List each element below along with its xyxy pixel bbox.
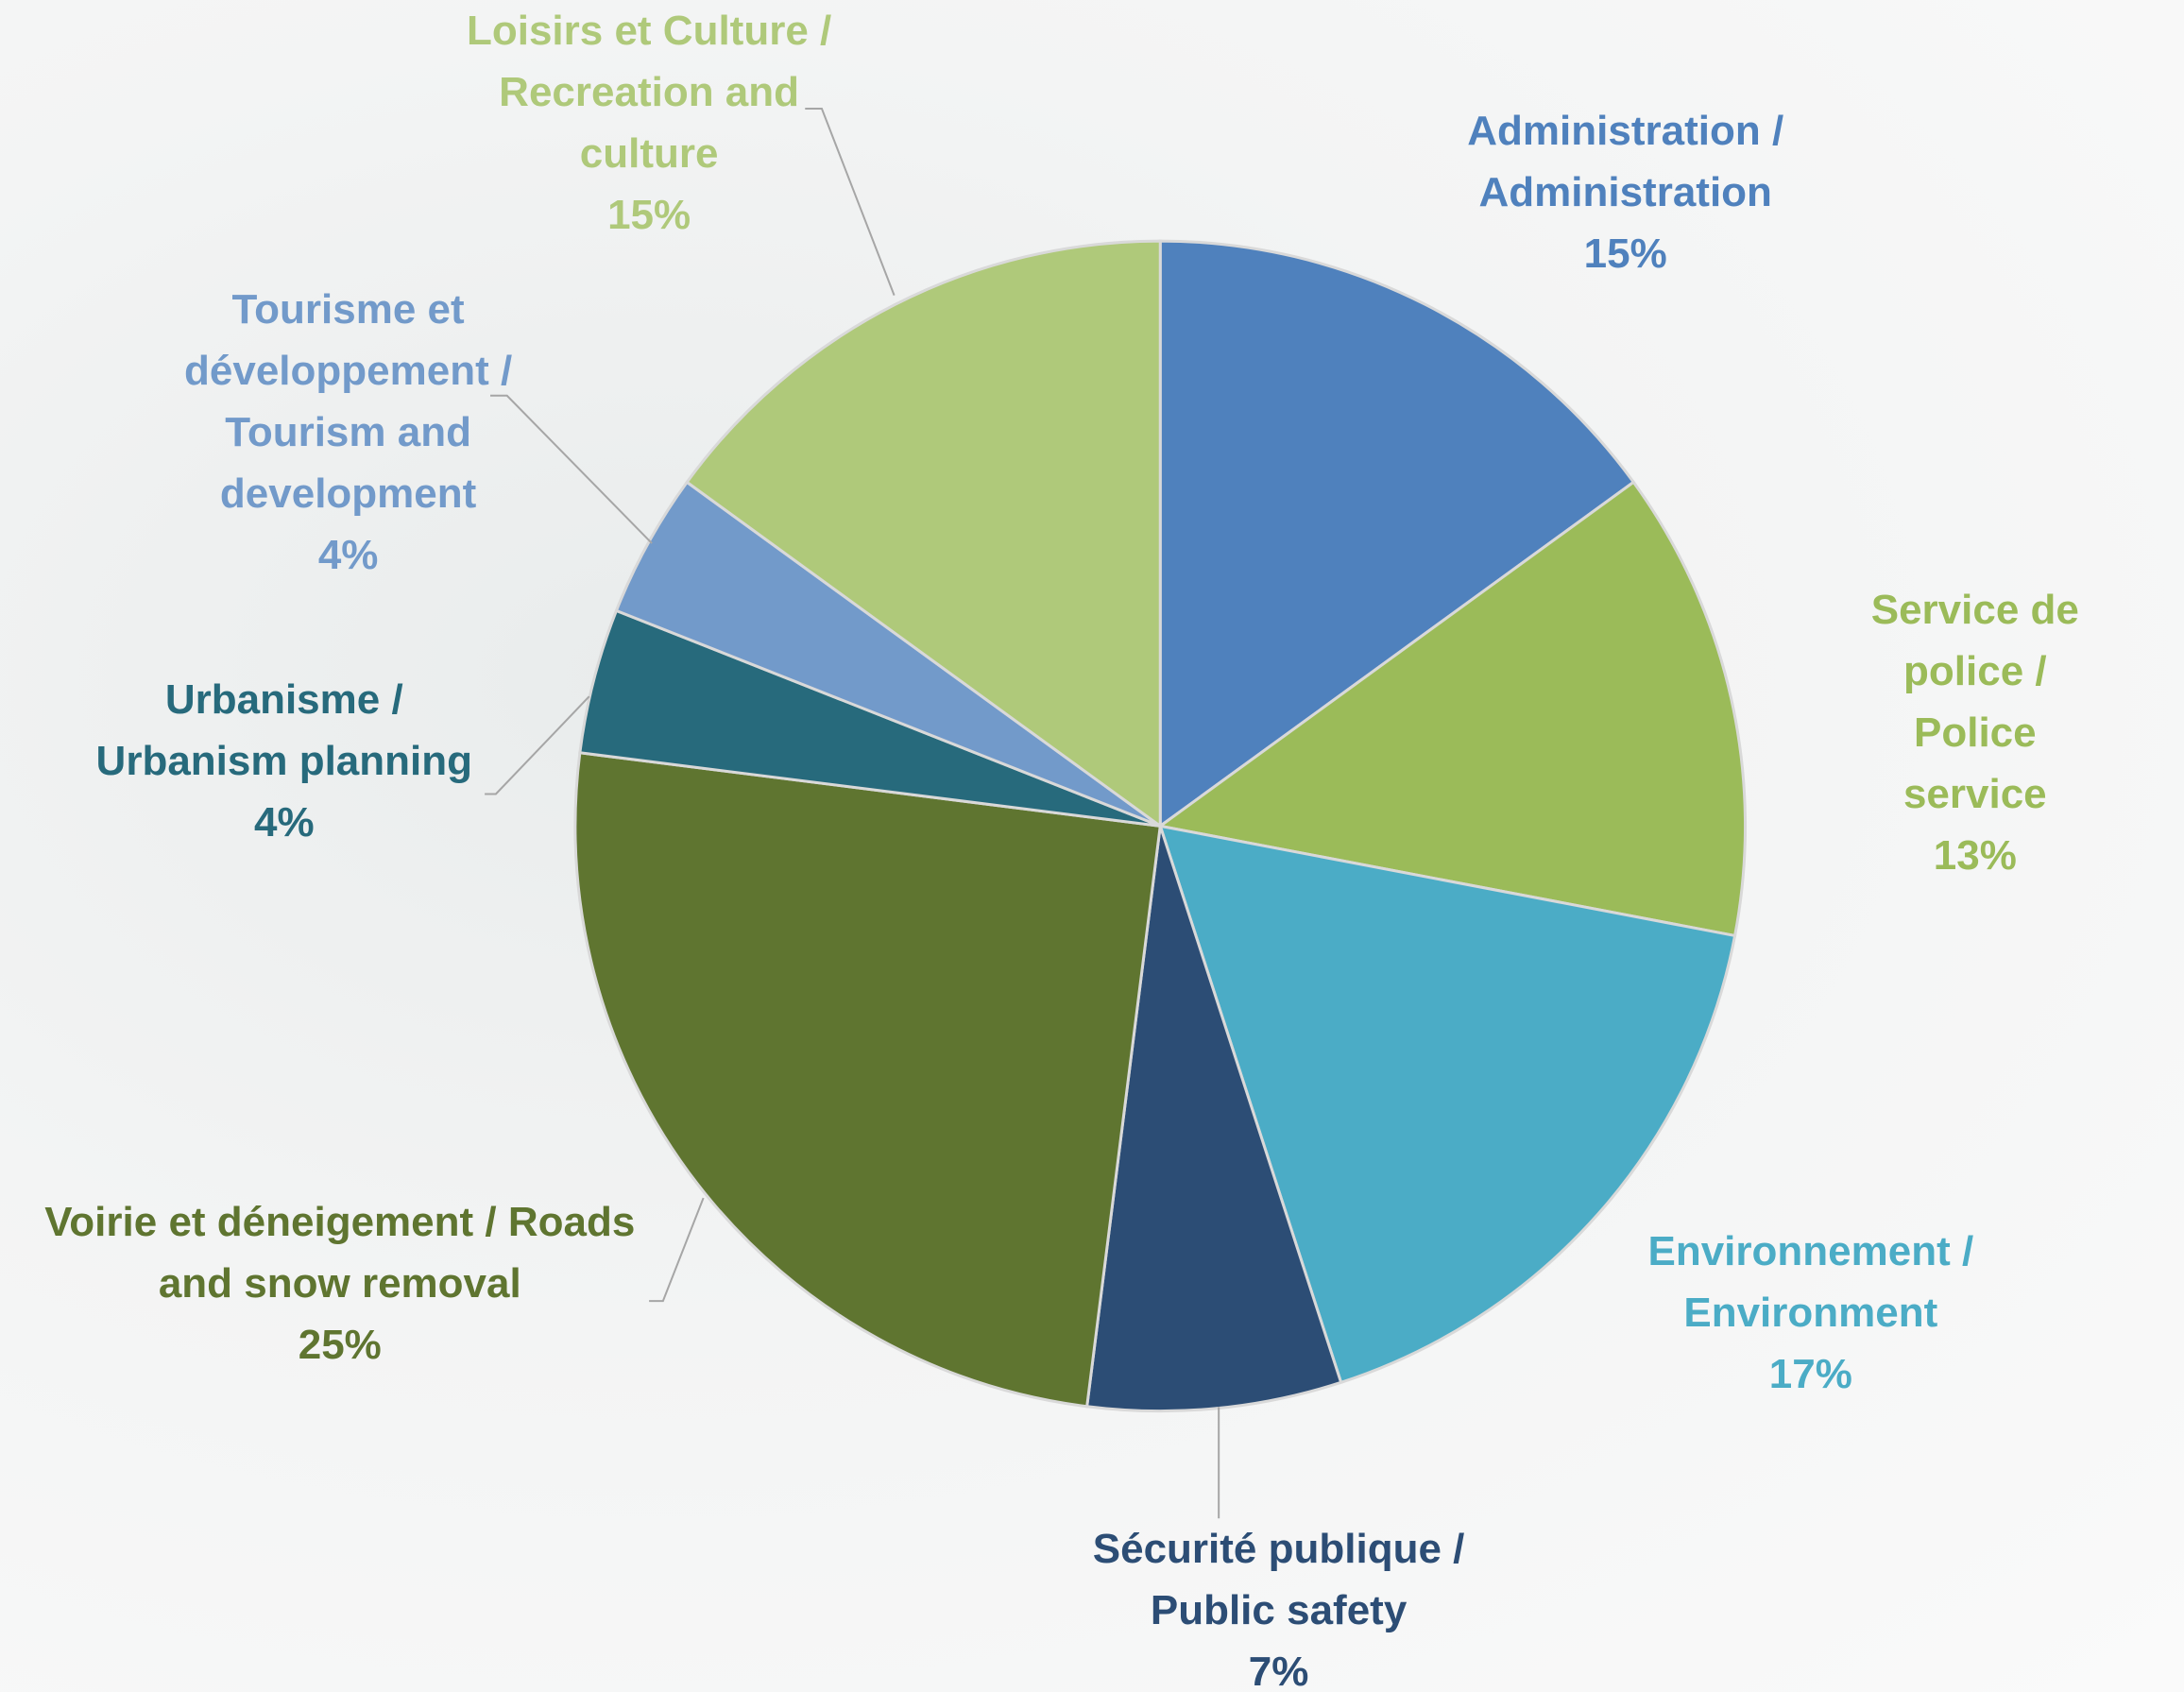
data-label: Administration / Administration 15% [1467, 100, 1783, 284]
value-label: 17% [1768, 1350, 1852, 1397]
value-label: 25% [298, 1321, 382, 1368]
category-label: Loisirs et Culture / Recreation and cult… [466, 8, 832, 177]
value-label: 13% [1933, 832, 2017, 880]
pie-slice [573, 751, 1162, 1409]
value-label: 15% [607, 192, 691, 238]
leader-line [649, 1197, 705, 1303]
value-label: 4% [317, 531, 379, 578]
data-label: Tourisme et développement / Tourism and … [184, 279, 512, 586]
leader-line [485, 695, 590, 795]
leader-line [490, 394, 653, 544]
data-label: Voirie et déneigement / Roads and snow r… [44, 1191, 635, 1376]
pie-slice [1084, 825, 1343, 1413]
pie-slice [1158, 824, 1737, 1385]
pie-slice [685, 239, 1162, 829]
data-label: Sécurité publique / Public safety 7% [1093, 1518, 1465, 1692]
data-label: Loisirs et Culture / Recreation and cult… [467, 0, 831, 246]
value-label: 4% [253, 798, 315, 846]
category-label: Urbanisme / Urbanism planning [95, 675, 473, 784]
category-label: Service de police / Police service [1870, 587, 2079, 818]
category-label: Tourisme et développement / Tourism and … [184, 285, 513, 517]
category-label: Administration / Administration [1467, 108, 1784, 216]
value-label: 7% [1248, 1649, 1309, 1692]
leader-line [805, 108, 896, 296]
data-label: Environnement / Environment 17% [1647, 1221, 1973, 1405]
category-label: Environnement / Environment [1647, 1227, 1974, 1336]
category-label: Sécurité publique / Public safety [1092, 1526, 1465, 1634]
pie-slice [1158, 239, 1636, 829]
pie-slice [1156, 480, 1748, 938]
value-label: 15% [1583, 231, 1667, 278]
category-label: Voirie et déneigement / Roads and snow r… [44, 1198, 636, 1307]
data-label: Urbanisme / Urbanism planning 4% [96, 669, 472, 853]
data-label: Service de police / Police service 13% [1870, 579, 2079, 886]
